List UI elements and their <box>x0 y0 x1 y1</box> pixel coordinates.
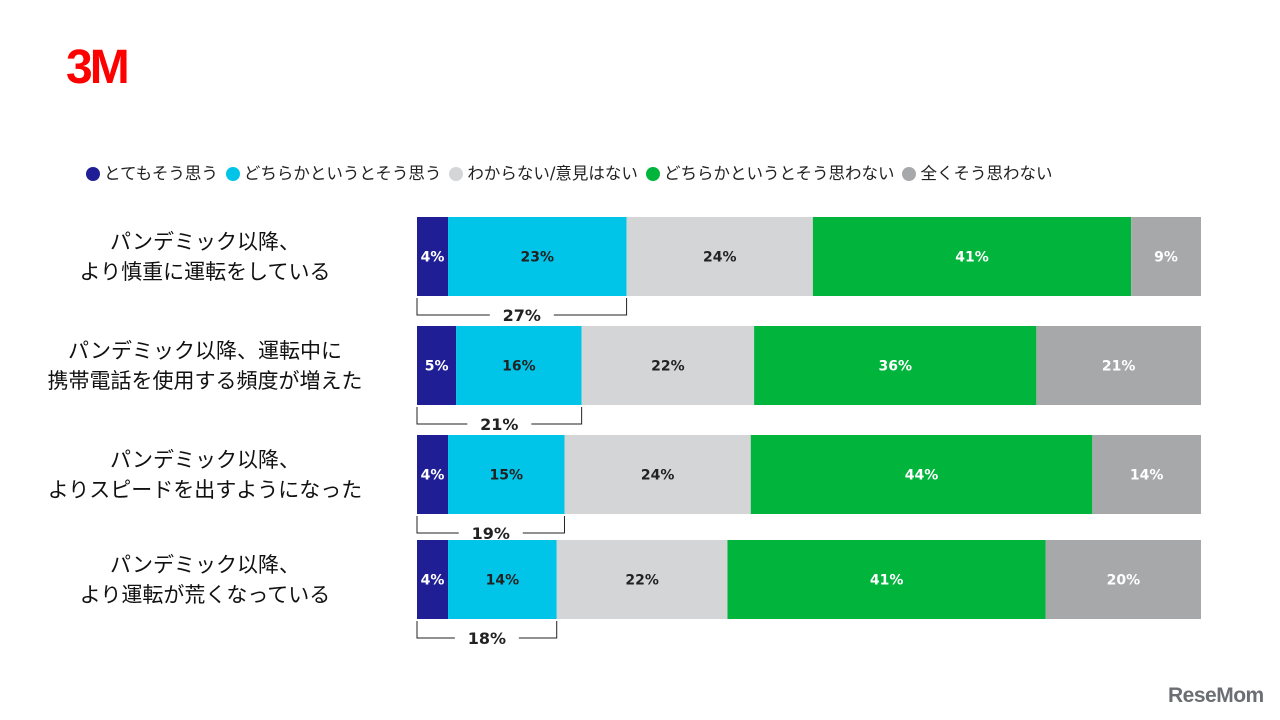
bar-segment <box>812 217 1132 296</box>
bar-segment <box>1036 326 1201 405</box>
bracket-total-label: 27% <box>503 306 541 325</box>
legend-label: どちらかというとそう思わない <box>663 164 895 183</box>
data-label: 22% <box>651 359 685 375</box>
legend-swatch <box>449 167 464 181</box>
bracket-total-label: 21% <box>480 415 518 434</box>
bar-segment <box>448 435 565 514</box>
bracket-total-label: 18% <box>468 629 506 648</box>
chart-legend: とてもそう思う どちらかというとそう思う わからない/意見はない どちらかというとそう… <box>86 163 1060 185</box>
legend-swatch <box>902 167 917 181</box>
legend-swatch <box>86 167 100 181</box>
bar-segment <box>417 540 449 619</box>
data-label: 22% <box>625 573 659 589</box>
data-label: 5% <box>425 359 449 375</box>
bar-segment <box>1131 217 1201 296</box>
bar-segment <box>556 540 728 619</box>
legend-label: わからない/意見はない <box>467 164 638 183</box>
bar-segment <box>581 326 755 405</box>
bar-segment <box>1045 540 1201 619</box>
data-label: 4% <box>421 573 445 589</box>
data-label: 15% <box>490 468 524 484</box>
row-label: パンデミック以降、 より運転が荒くなっている <box>79 552 331 607</box>
bar-segment <box>564 435 751 514</box>
data-label: 9% <box>1154 250 1178 266</box>
data-label: 4% <box>421 468 445 484</box>
data-label: 44% <box>905 468 939 484</box>
agree-bracket <box>416 621 558 639</box>
legend-label: とてもそう思う <box>104 164 218 183</box>
row-label: パンデミック以降、運転中に 携帯電話を使用する頻度が増えた <box>47 338 363 393</box>
bar-segment <box>456 326 582 405</box>
data-label: 36% <box>878 359 912 375</box>
legend-label: 全くそう思わない <box>920 164 1053 183</box>
bar-segment <box>754 326 1037 405</box>
data-label: 4% <box>421 250 445 266</box>
bar-segment <box>448 217 627 296</box>
bar-segment <box>448 540 557 619</box>
legend-item: 全くそう思わない <box>902 163 1052 185</box>
agree-bracket <box>416 516 565 534</box>
data-label: 16% <box>502 359 536 375</box>
bar-segment <box>417 435 449 514</box>
data-label: 41% <box>955 250 989 266</box>
legend-label: どちらかというとそう思う <box>243 164 442 183</box>
bar-segment <box>750 435 1093 514</box>
legend-swatch <box>225 167 240 181</box>
data-label: 20% <box>1107 573 1141 589</box>
row-label: パンデミック以降、 よりスピードを出すようになった <box>47 447 363 502</box>
data-label: 14% <box>486 573 520 589</box>
data-label: 23% <box>521 250 555 266</box>
bar-segment <box>417 326 457 405</box>
bracket-total-label: 19% <box>472 524 510 543</box>
bar-segment <box>1092 435 1201 514</box>
data-label: 21% <box>1102 359 1136 375</box>
bar-segment <box>417 217 449 296</box>
3m-logo: 3M <box>66 41 130 94</box>
agree-bracket <box>416 298 628 316</box>
data-label: 24% <box>641 468 675 484</box>
legend-item: とてもそう思う <box>86 163 218 185</box>
data-label: 14% <box>1130 468 1164 484</box>
agree-bracket <box>416 407 583 425</box>
legend-swatch <box>645 167 660 181</box>
data-label: 41% <box>870 573 904 589</box>
data-label: 24% <box>703 250 737 266</box>
legend-item: どちらかというとそう思う <box>225 163 442 185</box>
row-label: パンデミック以降、 より慎重に運転をしている <box>79 229 331 284</box>
bar-segment <box>727 540 1046 619</box>
bar-segment <box>626 217 813 296</box>
legend-item: わからない/意見はない <box>449 163 638 185</box>
resemom-watermark: ReseMom <box>1168 684 1264 707</box>
legend-item: どちらかというとそう思わない <box>645 163 895 185</box>
